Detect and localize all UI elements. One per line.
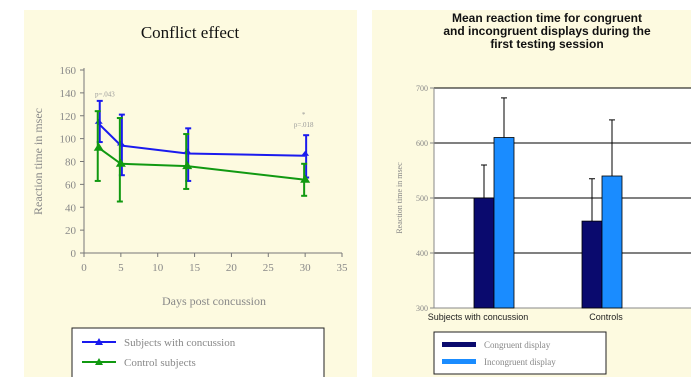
bar-chart-panel: Mean reaction time for congruent and inco… [372,10,691,377]
y-tick-label: 100 [60,134,77,146]
legend-swatch [442,359,476,364]
legend-label: Control subjects [124,357,196,369]
legend-box [71,327,325,377]
legend-label: Congruent display [484,340,551,350]
x-axis-label: Days post concussion [162,294,266,308]
legend-label: Subjects with concussion [124,337,236,349]
y-tick-label: 600 [416,139,428,148]
x-tick-label: 15 [189,262,201,274]
bar [493,137,515,309]
legend-marker [95,338,103,345]
line-chart-panel: Conflict effect 0 20 40 60 80 100 120 140 160 0 5 10… [24,10,357,377]
chart-title-line: Mean reaction time for congruent [452,11,642,25]
series-line [98,123,306,157]
y-tick-label: 300 [416,304,428,313]
data-point [93,142,104,151]
legend-box [433,331,607,375]
annotation: * [302,111,306,119]
bar [581,220,603,309]
y-axis-label: Reaction time in msec [395,162,404,234]
y-tick-label: 20 [65,225,77,237]
y-tick-label: 160 [60,65,77,77]
y-tick-label: 40 [65,202,77,214]
chart-title: Conflict effect [141,23,240,42]
chart-title-line: first testing session [490,37,603,51]
x-tick-label: 5 [118,262,124,274]
x-tick-label: 0 [81,262,87,274]
legend-label: Incongruent display [484,357,556,367]
x-tick-label: 20 [226,262,238,274]
y-tick-label: 120 [60,111,77,123]
data-point [300,174,311,183]
category-label: Subjects with concussion [428,312,529,322]
data-point [301,150,310,156]
data-point [115,158,126,167]
x-tick-label: 35 [337,262,349,274]
y-tick-label: 400 [416,249,428,258]
chart-title-line: and incongruent displays during the [443,24,651,38]
annotation: p=.043 [95,90,115,98]
y-tick-label: 80 [65,157,77,169]
bar [601,175,623,309]
legend-swatch [442,342,476,347]
x-tick-label: 10 [152,262,164,274]
series-line [98,146,306,181]
line-chart: Conflict effect 0 20 40 60 80 100 120 140 160 0 5 10… [31,23,349,377]
legend-marker [95,358,103,365]
data-point [182,161,193,170]
x-tick-label: 30 [300,262,312,274]
y-tick-label: 700 [416,84,428,93]
x-tick-label: 25 [263,262,275,274]
y-axis-label: Reaction time in msec [31,108,45,215]
category-label: Controls [589,312,623,322]
y-tick-label: 500 [416,194,428,203]
bar [473,197,495,309]
y-tick-label: 140 [60,88,77,100]
y-tick-label: 0 [71,248,77,260]
y-tick-label: 60 [65,179,77,191]
annotation: p=.018 [294,121,314,129]
